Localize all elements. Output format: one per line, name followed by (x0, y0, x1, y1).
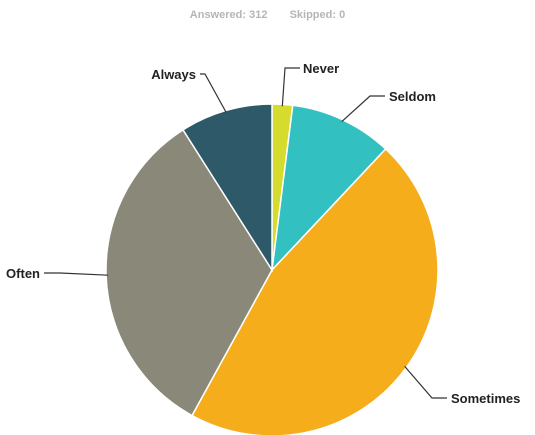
pie-slice-seldom (270, 104, 387, 273)
answered-value: 312 (249, 9, 268, 21)
skipped-label: Skipped: (289, 9, 337, 21)
slice-label-sometimes: Sometimes (451, 391, 520, 406)
leader-line-never (281, 67, 300, 107)
leader-line-seldom (341, 95, 385, 123)
slice-label-never: Never (303, 61, 339, 76)
skipped-count: Skipped: 0 (290, 9, 346, 21)
leader-line-always (200, 73, 227, 113)
slice-label-always: Always (151, 67, 196, 82)
response-summary: Answered: 312 Skipped: 0 (0, 9, 535, 21)
leader-line-often (44, 272, 109, 276)
leader-line-sometimes (404, 366, 447, 399)
slice-label-seldom: Seldom (389, 89, 436, 104)
pie-labels: Never Seldom Sometimes Often Always (6, 61, 520, 406)
skipped-value: 0 (339, 9, 346, 21)
answered-label: Answered: (189, 9, 247, 21)
slice-label-often: Often (6, 266, 40, 281)
pie-slices (105, 103, 439, 435)
answered-count: Answered: 312 (190, 9, 268, 21)
